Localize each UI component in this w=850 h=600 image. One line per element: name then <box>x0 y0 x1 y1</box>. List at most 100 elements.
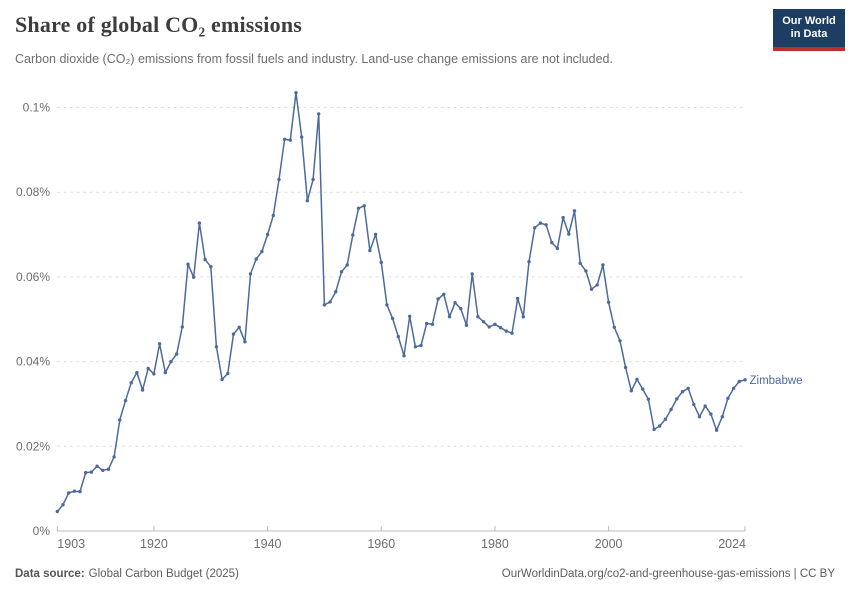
data-point[interactable] <box>169 359 173 364</box>
data-point[interactable] <box>658 424 662 428</box>
data-point[interactable] <box>157 342 162 346</box>
data-point[interactable] <box>675 397 679 401</box>
data-point[interactable] <box>379 260 383 265</box>
series-label-zimbabwe[interactable]: Zimbabwe <box>750 375 803 387</box>
data-point[interactable] <box>652 427 656 432</box>
data-point[interactable] <box>186 262 190 266</box>
data-point[interactable] <box>231 332 236 336</box>
data-point[interactable] <box>703 404 707 408</box>
data-point[interactable] <box>288 138 292 142</box>
data-point[interactable] <box>589 287 594 291</box>
data-point[interactable] <box>680 390 685 394</box>
data-point[interactable] <box>533 226 537 230</box>
series-line-zimbabwe[interactable] <box>56 91 746 513</box>
data-point[interactable] <box>118 418 122 422</box>
data-point[interactable] <box>339 270 344 274</box>
data-point[interactable] <box>538 221 543 225</box>
data-point[interactable] <box>112 455 116 459</box>
data-point[interactable] <box>78 489 82 494</box>
data-point[interactable] <box>95 464 99 468</box>
data-point[interactable] <box>709 412 713 416</box>
data-point[interactable] <box>72 489 77 493</box>
data-point[interactable] <box>192 275 196 279</box>
data-point[interactable] <box>243 340 247 344</box>
data-point[interactable] <box>669 407 673 412</box>
data-point[interactable] <box>436 297 440 301</box>
data-point[interactable] <box>697 415 702 419</box>
data-point[interactable] <box>175 352 179 356</box>
data-point[interactable] <box>271 213 275 218</box>
data-point[interactable] <box>146 366 150 371</box>
data-point[interactable] <box>635 377 639 382</box>
data-point[interactable] <box>731 386 736 390</box>
data-point[interactable] <box>135 370 139 375</box>
data-point[interactable] <box>584 269 588 273</box>
data-point[interactable] <box>470 272 474 276</box>
data-point[interactable] <box>743 378 747 382</box>
data-point[interactable] <box>623 365 628 370</box>
data-point[interactable] <box>612 325 616 329</box>
data-point[interactable] <box>237 325 241 329</box>
data-point[interactable] <box>516 296 520 301</box>
data-point[interactable] <box>396 334 400 339</box>
data-point[interactable] <box>300 135 304 139</box>
data-point[interactable] <box>180 325 184 329</box>
data-point[interactable] <box>447 315 452 319</box>
data-point[interactable] <box>425 321 429 326</box>
data-point[interactable] <box>686 386 690 390</box>
data-point[interactable] <box>618 339 622 343</box>
data-point[interactable] <box>720 415 724 419</box>
data-point[interactable] <box>209 265 213 269</box>
data-point[interactable] <box>629 389 633 393</box>
data-point[interactable] <box>413 345 418 349</box>
data-point[interactable] <box>646 397 651 401</box>
data-point[interactable] <box>493 322 497 326</box>
data-point[interactable] <box>481 320 486 324</box>
data-point[interactable] <box>248 272 253 276</box>
data-point[interactable] <box>567 232 571 236</box>
data-point[interactable] <box>152 372 156 376</box>
data-point[interactable] <box>197 221 202 225</box>
data-point[interactable] <box>550 240 554 245</box>
data-point[interactable] <box>214 345 219 349</box>
data-point[interactable] <box>163 370 167 375</box>
data-point[interactable] <box>226 371 230 376</box>
data-point[interactable] <box>402 354 406 358</box>
data-point[interactable] <box>106 467 111 471</box>
data-point[interactable] <box>442 292 446 296</box>
data-point[interactable] <box>294 91 298 95</box>
data-point[interactable] <box>498 326 503 330</box>
data-point[interactable] <box>362 204 366 208</box>
data-point[interactable] <box>641 387 645 391</box>
data-point[interactable] <box>220 377 224 382</box>
data-point[interactable] <box>663 417 668 421</box>
data-point[interactable] <box>453 301 457 305</box>
data-point[interactable] <box>408 314 412 318</box>
data-point[interactable] <box>84 470 88 475</box>
data-point[interactable] <box>459 307 463 311</box>
data-point[interactable] <box>368 248 372 253</box>
data-point[interactable] <box>726 396 730 401</box>
data-point[interactable] <box>572 209 577 213</box>
owid-citation-link[interactable]: OurWorldinData.org/co2-and-greenhouse-ga… <box>501 568 835 580</box>
data-point[interactable] <box>601 263 605 267</box>
data-point[interactable] <box>578 261 582 265</box>
data-point[interactable] <box>692 402 696 407</box>
owid-logo[interactable]: Our World in Data <box>773 9 845 51</box>
data-point[interactable] <box>714 428 719 432</box>
data-point[interactable] <box>737 379 741 384</box>
data-point[interactable] <box>322 303 327 307</box>
data-point[interactable] <box>101 468 105 473</box>
data-point[interactable] <box>311 177 315 182</box>
data-point[interactable] <box>61 503 65 507</box>
data-point[interactable] <box>55 509 59 514</box>
data-point[interactable] <box>419 343 423 348</box>
data-point[interactable] <box>203 257 207 262</box>
data-point[interactable] <box>521 315 525 319</box>
data-point[interactable] <box>277 177 281 182</box>
data-point[interactable] <box>606 300 611 304</box>
data-point[interactable] <box>254 257 258 261</box>
data-point[interactable] <box>351 233 355 237</box>
data-point[interactable] <box>595 283 599 287</box>
data-point[interactable] <box>487 325 491 329</box>
